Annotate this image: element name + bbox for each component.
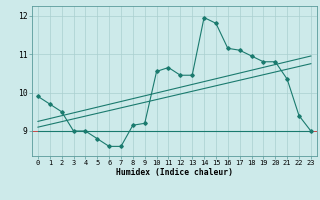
X-axis label: Humidex (Indice chaleur): Humidex (Indice chaleur)	[116, 168, 233, 177]
